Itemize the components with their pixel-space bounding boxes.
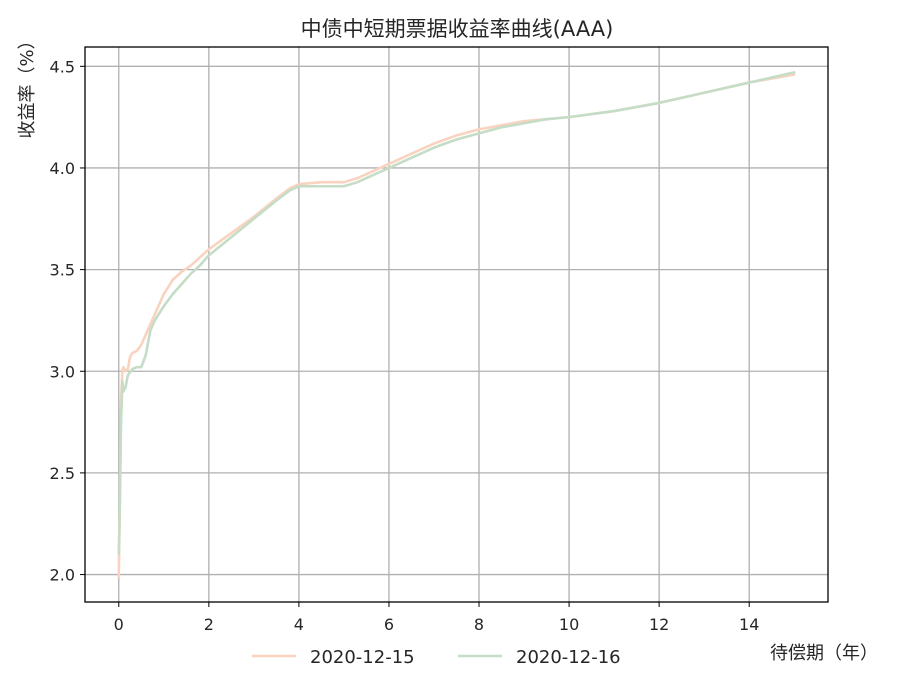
series-line (117, 71, 796, 556)
series-line (117, 73, 796, 578)
x-tick-label: 12 (649, 615, 669, 634)
y-tick-label: 4.5 (50, 57, 75, 76)
x-tick-label: 6 (384, 615, 394, 634)
x-tick-label: 10 (559, 615, 579, 634)
chart-title: 中债中短期票据收益率曲线(AAA) (301, 17, 614, 41)
plot-area (117, 71, 796, 578)
y-axis-label: 收益率（%） (17, 31, 38, 138)
x-tick-label: 0 (114, 615, 124, 634)
x-tick-label: 4 (294, 615, 304, 634)
legend-label: 2020-12-16 (516, 647, 621, 668)
y-tick-label: 3.0 (50, 362, 75, 381)
x-tick-label: 2 (204, 615, 214, 634)
x-tick-label: 8 (474, 615, 484, 634)
x-axis-label: 待偿期（年） (770, 643, 878, 664)
x-tick-label: 14 (739, 615, 759, 634)
y-tick-label: 2.0 (50, 566, 75, 585)
y-tick-label: 4.0 (50, 159, 75, 178)
legend-label: 2020-12-15 (310, 647, 415, 668)
plot-frame (84, 46, 829, 603)
y-tick-label: 2.5 (50, 464, 75, 483)
axis-ticks: 0 2 4 6 8 10 12 14 2.0 2.5 3.0 3.5 4.0 4.5 (50, 57, 760, 634)
legend: 2020-12-15 2020-12-16 (252, 647, 621, 668)
y-tick-label: 3.5 (50, 261, 75, 280)
grid (85, 47, 828, 602)
